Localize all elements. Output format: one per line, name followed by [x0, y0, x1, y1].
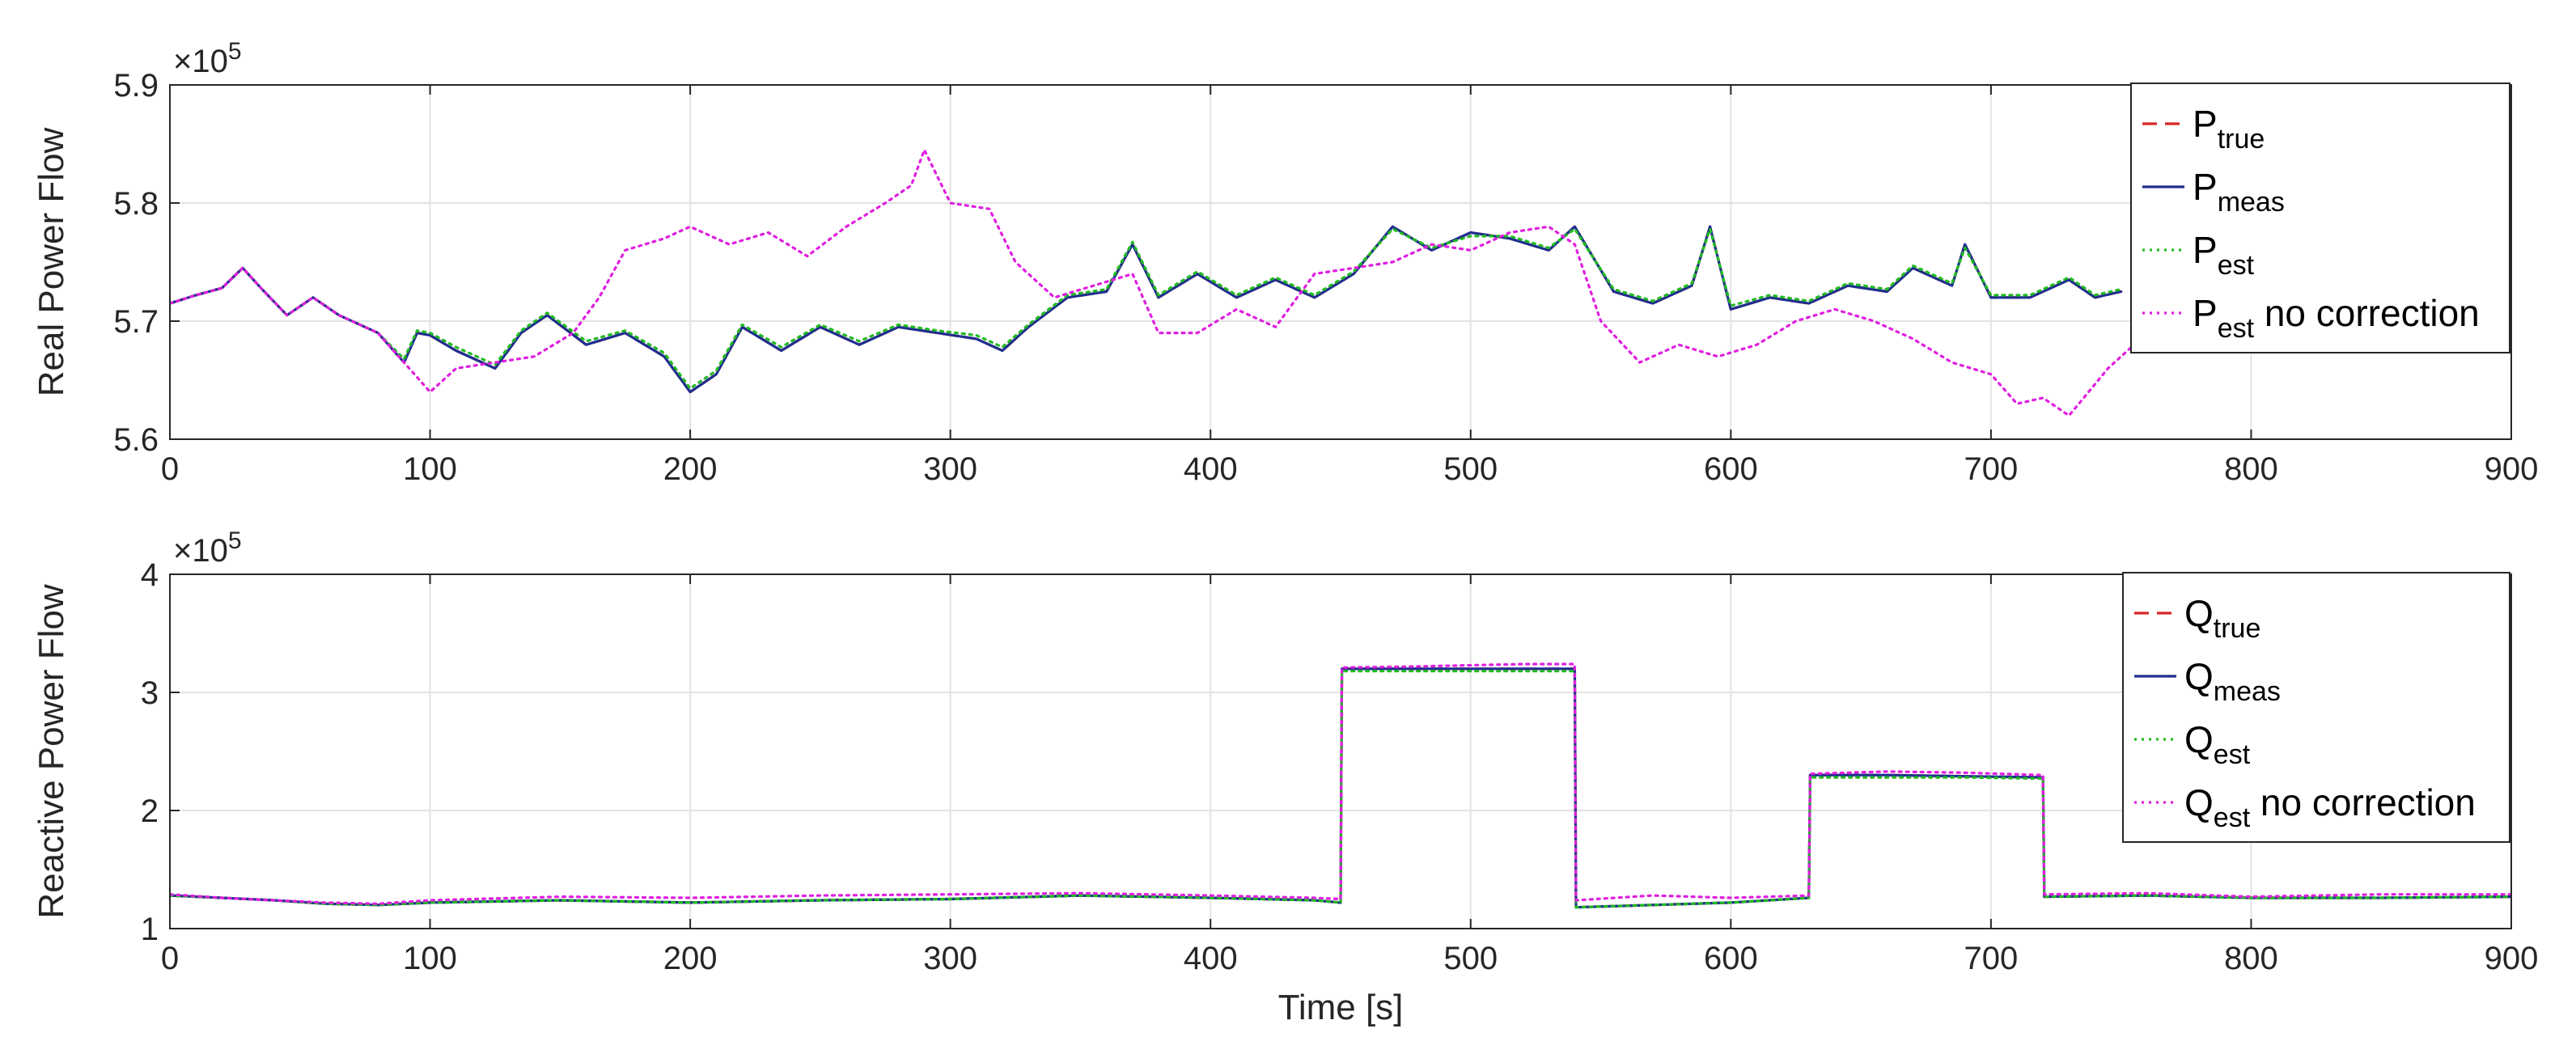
x-tick-label: 200	[663, 451, 718, 487]
reactive-power-chart: 0 100 200 300 400 500 600 700 800 900 1 2 3 4 ×105 Reac…	[32, 527, 2538, 1027]
plot-area	[170, 148, 2136, 417]
x-tick-label: 0	[161, 941, 179, 976]
axes-box	[169, 573, 2512, 929]
x-tick-label: 800	[2224, 941, 2278, 976]
x-tick-label: 900	[2485, 941, 2539, 976]
legend-box	[2122, 572, 2510, 843]
series-line-3	[170, 227, 2123, 390]
y-tick-label: 2	[141, 794, 159, 829]
x-axis-label: Time [s]	[1278, 988, 1404, 1027]
y-tick-label: 5.8	[113, 186, 159, 222]
x-tick-label: 300	[923, 451, 977, 487]
x-tick-label: 600	[1704, 451, 1758, 487]
x-tick-label: 700	[1964, 451, 2019, 487]
x-tick-label: 700	[1964, 941, 2019, 976]
y-tick-label: 4	[141, 557, 159, 593]
axes-box	[169, 84, 2512, 440]
x-tick-label: 600	[1704, 941, 1758, 976]
x-tick-label: 100	[403, 451, 457, 487]
x-tick-label: 800	[2224, 451, 2278, 487]
x-tick-label: 300	[923, 941, 977, 976]
y-tick-label: 5.7	[113, 304, 159, 340]
x-tick-label: 200	[663, 941, 718, 976]
y-tick-label: 1	[141, 912, 159, 947]
x-tick-label: 900	[2485, 451, 2539, 487]
y-tick-label: 3	[141, 675, 159, 711]
x-tick-label: 0	[161, 451, 179, 487]
series-line-4	[170, 148, 2136, 417]
y-exponent-label: ×105	[173, 38, 242, 79]
legend-box	[2130, 83, 2510, 353]
y-axis-label: Reactive Power Flow	[32, 584, 71, 918]
y-tick-label: 5.9	[113, 68, 159, 104]
y-tick-label: 5.6	[113, 422, 159, 458]
plot-area	[170, 662, 2511, 909]
series-line-3	[170, 670, 2511, 909]
x-tick-label: 500	[1443, 451, 1498, 487]
y-exponent-label: ×105	[173, 527, 242, 569]
x-tick-label: 500	[1443, 941, 1498, 976]
x-tick-label: 400	[1184, 941, 1238, 976]
real-power-chart: 0 100 200 300 400 500 600 700 800 900 5.6 5.7 5.8 5.9…	[32, 38, 2538, 487]
x-tick-label: 100	[403, 941, 457, 976]
x-tick-label: 400	[1184, 451, 1238, 487]
series-line-2	[170, 225, 2123, 394]
y-axis-label: Real Power Flow	[32, 128, 71, 397]
series-line-4	[170, 662, 2511, 905]
